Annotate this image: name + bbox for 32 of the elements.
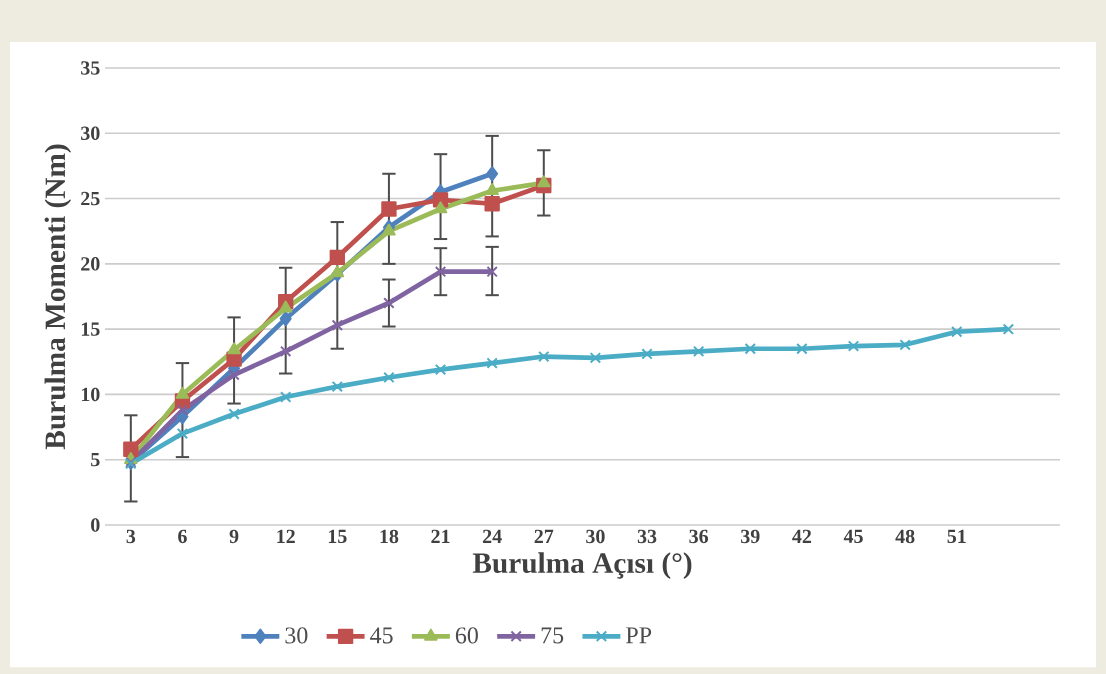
x-tick-label: 6 xyxy=(178,529,187,544)
legend-label: 75 xyxy=(541,627,564,644)
y-tick-label: 35 xyxy=(81,61,100,75)
y-tick-label: 20 xyxy=(81,257,100,271)
x-tick-label: 27 xyxy=(534,529,554,543)
legend-label: 60 xyxy=(455,627,478,644)
y-tick-label: 15 xyxy=(81,322,100,336)
y-tick-label: 5 xyxy=(91,453,100,467)
x-tick-label: 45 xyxy=(843,529,863,544)
y-tick-label: 10 xyxy=(81,387,100,402)
x-tick-label: 42 xyxy=(792,529,812,543)
y-axis-title: Burulma Momenti (Nm) xyxy=(44,144,72,450)
x-tick-label: 30 xyxy=(586,529,605,544)
x-tick-label: 12 xyxy=(277,529,295,543)
y-tick-label: 30 xyxy=(81,126,100,141)
y-tick-label: 0 xyxy=(91,518,100,532)
legend-label: 30 xyxy=(285,627,308,644)
x-tick-label: 24 xyxy=(483,529,502,543)
x-tick-label: 15 xyxy=(328,529,347,544)
x-tick-label: 39 xyxy=(741,529,760,544)
legend-label: 45 xyxy=(370,627,393,644)
legend-label: PP xyxy=(626,627,652,644)
x-tick-label: 9 xyxy=(229,529,239,544)
x-tick-label: 18 xyxy=(380,529,399,544)
y-tick-label: 25 xyxy=(81,191,100,206)
x-axis-title: Burulma Açısı (°) xyxy=(472,552,692,579)
x-tick-label: 36 xyxy=(689,529,709,544)
x-tick-label: 3 xyxy=(126,529,136,544)
x-tick-label: 48 xyxy=(895,529,915,544)
x-tick-label: 51 xyxy=(947,529,966,544)
x-tick-label: 33 xyxy=(637,529,657,544)
x-tick-label: 21 xyxy=(431,529,450,543)
